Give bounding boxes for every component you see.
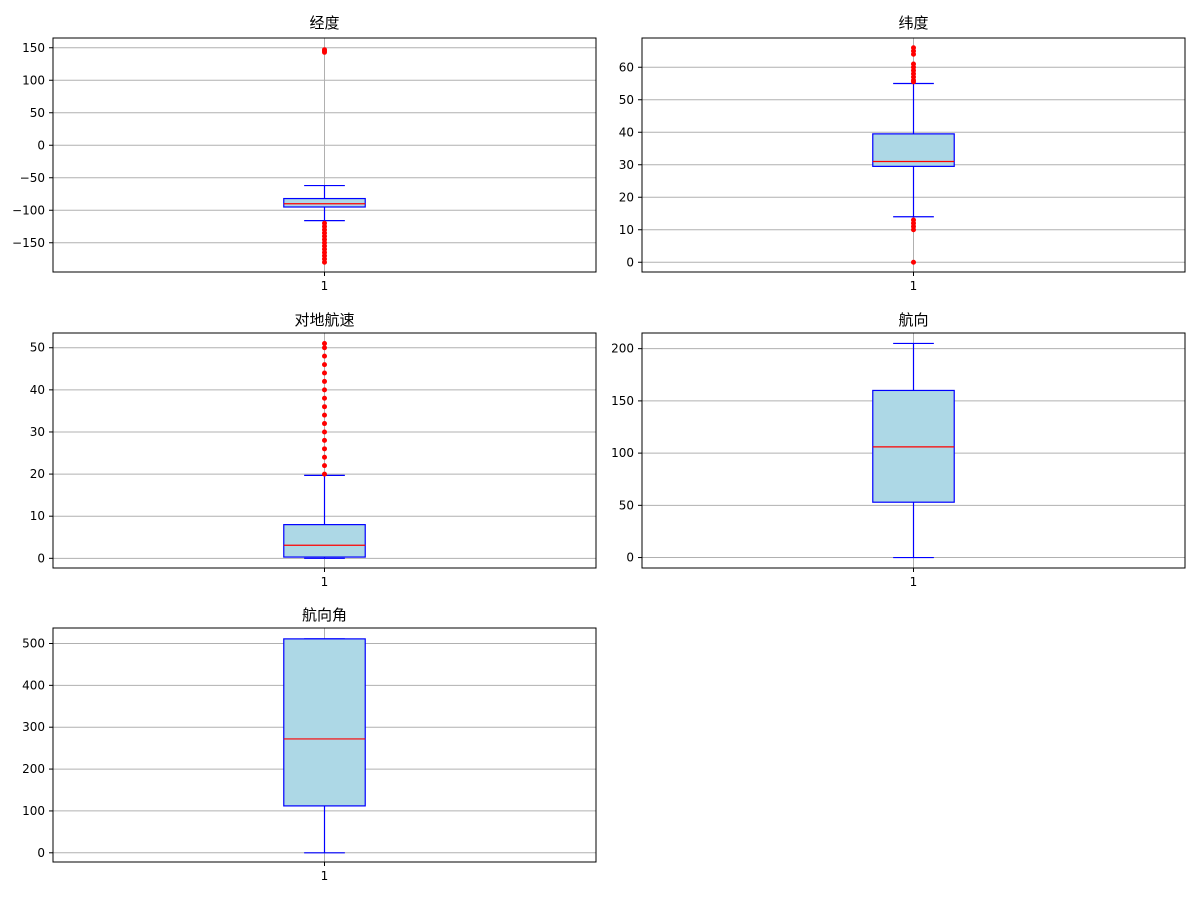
subplot-heading: 航向角 0 100 200 300 400 500 1 (22, 606, 597, 883)
y-tick-label: −150 (12, 236, 45, 250)
x-tick-label: 1 (910, 575, 918, 589)
y-tick-label: 0 (626, 551, 634, 565)
y-tick-label: 20 (30, 467, 45, 481)
y-tick-label: 50 (30, 106, 45, 120)
flier-point (322, 454, 327, 460)
y-tick-label: 30 (619, 158, 634, 172)
y-tick-label: 40 (30, 383, 45, 397)
flier-point (322, 471, 327, 477)
y-tick-label: 200 (611, 342, 634, 356)
flier-point (911, 61, 916, 67)
y-tick-label: 10 (619, 223, 634, 237)
subplot-title: 对地航速 (294, 311, 354, 329)
x-tick-label: 1 (321, 279, 329, 293)
y-tick-label: 50 (619, 498, 634, 512)
flier-point (322, 341, 327, 347)
y-tick-label: 30 (30, 425, 45, 439)
subplot-title: 航向角 (302, 606, 347, 624)
subplot-title: 航向 (898, 311, 928, 329)
y-tick-label: 0 (37, 138, 45, 152)
y-tick-label: −50 (20, 171, 45, 185)
x-tick-label: 1 (321, 575, 329, 589)
flier-point (322, 353, 327, 359)
y-tick-label: 150 (22, 41, 45, 55)
flier-point (322, 387, 327, 393)
y-tick-label: 100 (22, 73, 45, 87)
box (283, 524, 366, 558)
y-tick-label: 60 (619, 60, 634, 74)
y-tick-label: 100 (611, 446, 634, 460)
y-tick-label: 0 (37, 551, 45, 565)
y-tick-label: 0 (626, 255, 634, 269)
x-tick-label: 1 (321, 869, 329, 883)
y-tick-label: 500 (22, 636, 45, 650)
subplot-course: 航向 0 50 100 150 200 1 (611, 311, 1186, 589)
subplot-latitude: 纬度 0 10 20 30 40 50 60 1 (619, 14, 1186, 293)
y-tick-label: 40 (619, 125, 634, 139)
y-tick-label: 200 (22, 762, 45, 776)
x-tick-label: 1 (910, 279, 918, 293)
y-tick-label: 150 (611, 394, 634, 408)
flier-point (322, 404, 327, 410)
subplot-title: 经度 (309, 14, 339, 32)
y-tick-label: 0 (37, 846, 45, 860)
y-tick-label: 100 (22, 804, 45, 818)
flier-point (322, 370, 327, 376)
flier-point (911, 45, 916, 51)
y-tick-label: 50 (619, 93, 634, 107)
subplot-speed-over-ground: 对地航速 0 10 20 30 40 50 1 (30, 311, 597, 589)
flier-point (322, 378, 327, 384)
flier-point (322, 437, 327, 443)
box (283, 197, 366, 208)
subplot-title: 纬度 (898, 14, 928, 32)
flier-point (322, 429, 327, 435)
flier-point (911, 217, 916, 223)
flier-point (322, 47, 327, 53)
y-tick-label: 50 (30, 341, 45, 355)
y-tick-label: 400 (22, 678, 45, 692)
box (283, 638, 366, 807)
y-tick-label: 10 (30, 509, 45, 523)
flier-point (322, 463, 327, 469)
flier-point (322, 259, 327, 265)
flier-point (322, 446, 327, 452)
flier-point (322, 421, 327, 427)
y-tick-label: 300 (22, 720, 45, 734)
y-tick-label: 20 (619, 190, 634, 204)
y-tick-label: −100 (12, 203, 45, 217)
flier-point (911, 259, 916, 265)
flier-point (322, 362, 327, 368)
subplot-longitude: 经度 −150 −100 −50 0 50 100 150 1 (12, 14, 597, 293)
flier-point (322, 412, 327, 418)
flier-point (322, 345, 327, 351)
flier-point (322, 395, 327, 401)
